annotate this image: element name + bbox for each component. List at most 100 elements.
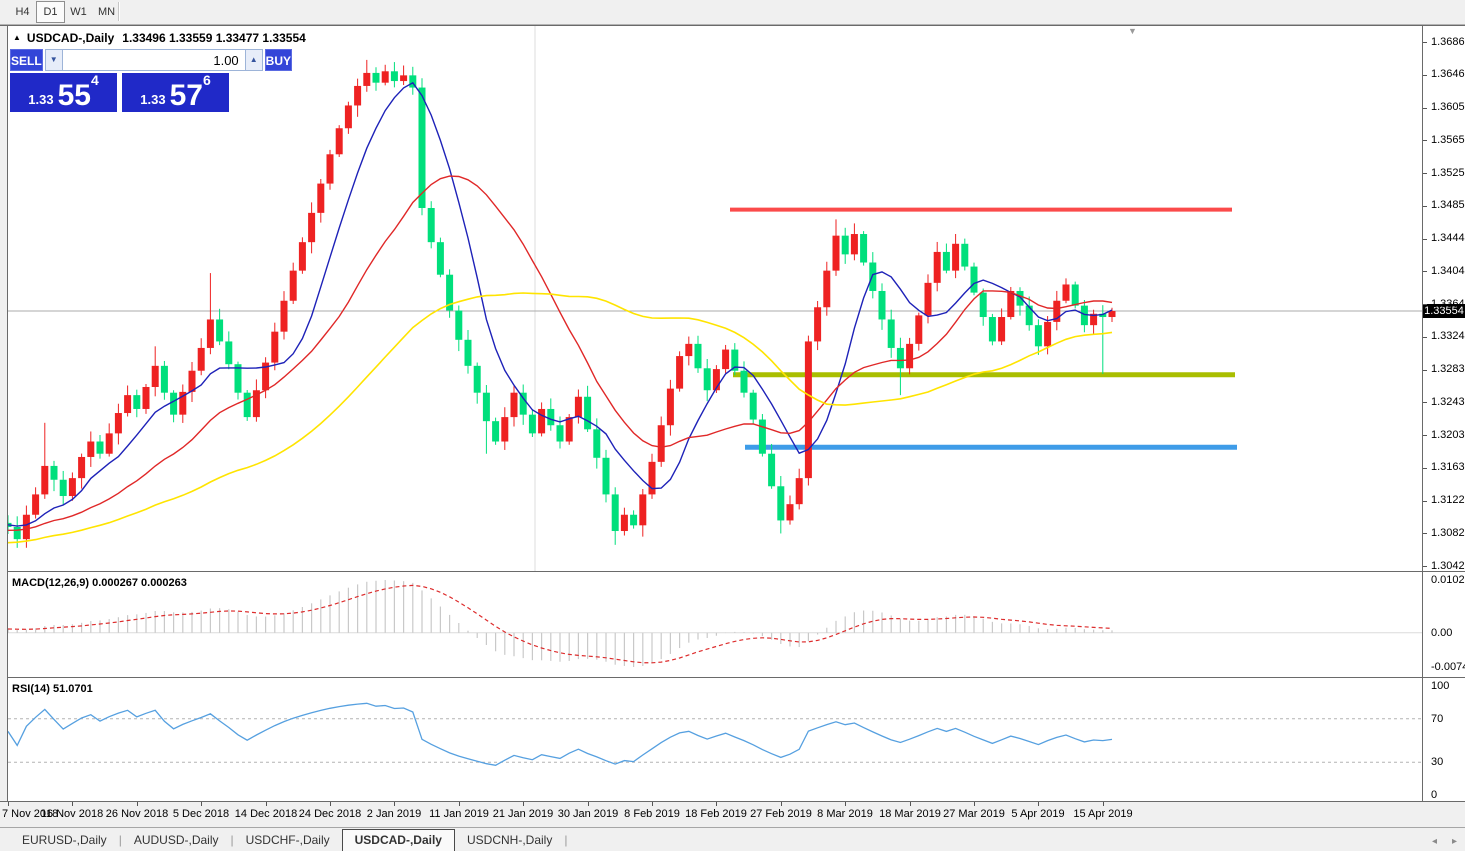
candle-body — [372, 72, 380, 83]
plot-left-border — [7, 25, 8, 802]
price-axis-tick — [1423, 206, 1427, 207]
candle-body — [666, 388, 674, 426]
rsi-indicator-canvas[interactable] — [8, 678, 1422, 800]
candle-body — [243, 392, 251, 418]
candle-body — [979, 292, 987, 318]
main-chart-canvas[interactable] — [8, 26, 1422, 571]
price-axis-tick — [1423, 435, 1427, 436]
candle-body — [96, 441, 104, 454]
rsi-label: RSI(14) 51.0701 — [12, 683, 93, 695]
candle-body — [961, 243, 969, 267]
price-axis-label: 1.34440 — [1431, 232, 1465, 244]
date-axis-label: 24 Dec 2018 — [298, 808, 362, 820]
tab-audusd[interactable]: AUDUSD-,Daily — [133, 833, 219, 847]
macd-indicator-canvas[interactable] — [8, 572, 1422, 676]
candle-body — [216, 319, 224, 342]
candle-body — [1016, 290, 1024, 306]
candle-body — [160, 365, 168, 393]
buy-price-panel[interactable]: 1.33 57 6 — [122, 73, 229, 112]
price-axis-tick — [1423, 173, 1427, 174]
price-axis-label: 1.36860 — [1431, 36, 1465, 48]
candle-body — [13, 526, 21, 540]
tab-scroll-left-icon[interactable]: ◂ — [1432, 836, 1438, 847]
rsi-axis-label: 30 — [1431, 756, 1444, 768]
volume-decrease-button[interactable]: ▼ — [44, 49, 63, 71]
price-axis-tick — [1423, 501, 1427, 502]
candle-body — [731, 349, 739, 371]
sell-price-panel[interactable]: 1.33 55 4 — [10, 73, 117, 112]
timeframe-button-w1[interactable]: W1 — [70, 6, 87, 18]
timeframe-button-d1[interactable]: D1 — [36, 1, 65, 23]
buy-price-pip: 6 — [202, 72, 211, 88]
candle-body — [703, 368, 711, 391]
date-axis-tick — [523, 802, 524, 806]
candle-body — [317, 183, 325, 213]
date-axis-tick — [201, 802, 202, 806]
tab-usdcad[interactable]: USDCAD-,Daily — [341, 829, 455, 851]
price-axis-label: 1.32030 — [1431, 429, 1465, 441]
tab-separator: | — [564, 833, 568, 847]
ma-line-45[interactable] — [8, 292, 1113, 544]
candle-body — [427, 207, 435, 243]
candle-body — [942, 251, 950, 271]
scroll-to-end-marker-icon[interactable]: ▼ — [1128, 26, 1137, 36]
candle-body — [998, 317, 1006, 342]
ma-line-8[interactable] — [8, 81, 1113, 527]
tab-eurusd[interactable]: EURUSD-,Daily — [22, 833, 107, 847]
date-axis-label: 16 Nov 2018 — [40, 808, 104, 820]
candle-body — [280, 300, 288, 332]
candle-body — [179, 391, 187, 415]
candle-body — [133, 395, 141, 409]
candle-body — [906, 343, 914, 369]
candle-body — [271, 331, 279, 363]
date-axis-tick — [394, 802, 395, 806]
date-axis-tick — [910, 802, 911, 806]
candle-body — [78, 456, 86, 479]
timeframe-button-h4[interactable]: H4 — [15, 6, 30, 18]
volume-input[interactable] — [62, 49, 245, 71]
tab-usdcnh[interactable]: USDCNH-,Daily — [466, 833, 553, 847]
tab-scroll-right-icon[interactable]: ▸ — [1452, 836, 1458, 847]
candle-body — [68, 478, 76, 497]
buy-button[interactable]: BUY — [264, 49, 293, 71]
candle-body — [234, 364, 242, 393]
price-axis-tick — [1423, 140, 1427, 141]
candle-body — [41, 465, 49, 495]
date-axis-label: 18 Feb 2019 — [685, 808, 747, 820]
candle-body — [1007, 290, 1015, 318]
price-axis-tick — [1423, 337, 1427, 338]
rsi-line — [8, 702, 1113, 766]
macd-min-label: -0.007477 — [1431, 661, 1465, 673]
rsi-panel-separator[interactable] — [7, 677, 1465, 678]
date-axis-tick — [716, 802, 717, 806]
buy-price-big: 57 — [169, 79, 203, 112]
volume-increase-button[interactable]: ▲ — [244, 49, 263, 71]
plot-right-border — [1422, 25, 1423, 802]
candle-body — [933, 251, 941, 283]
timeframe-button-mn[interactable]: MN — [97, 6, 116, 18]
candle-body — [464, 339, 472, 366]
candle-body — [1034, 325, 1042, 347]
chart-title: ▲ USDCAD-,Daily 1.33496 1.33559 1.33477 1.… — [13, 31, 306, 45]
tab-usdchf[interactable]: USDCHF-,Daily — [245, 833, 330, 847]
date-axis-label: 7 Nov 2018 — [2, 808, 59, 820]
candle-body — [970, 266, 978, 293]
candle-body — [694, 343, 702, 369]
candle-body — [409, 75, 417, 88]
candle-body — [114, 413, 122, 434]
candle-body — [915, 315, 923, 344]
macd-panel-separator[interactable] — [7, 571, 1465, 572]
sell-button[interactable]: SELL — [10, 49, 43, 71]
candle-body — [59, 479, 67, 497]
main-panel-top-border — [0, 25, 1465, 26]
ohlc-values: 1.33496 1.33559 1.33477 1.33554 — [122, 31, 306, 45]
ma-line-20[interactable] — [8, 175, 1113, 531]
sell-price-big: 55 — [57, 79, 91, 112]
price-axis-tick — [1423, 533, 1427, 534]
candle-body — [786, 504, 794, 521]
candle-body — [1044, 321, 1052, 347]
collapse-triangle-icon[interactable]: ▲ — [13, 33, 21, 42]
candle-body — [400, 75, 408, 82]
price-axis-label: 1.31630 — [1431, 461, 1465, 473]
